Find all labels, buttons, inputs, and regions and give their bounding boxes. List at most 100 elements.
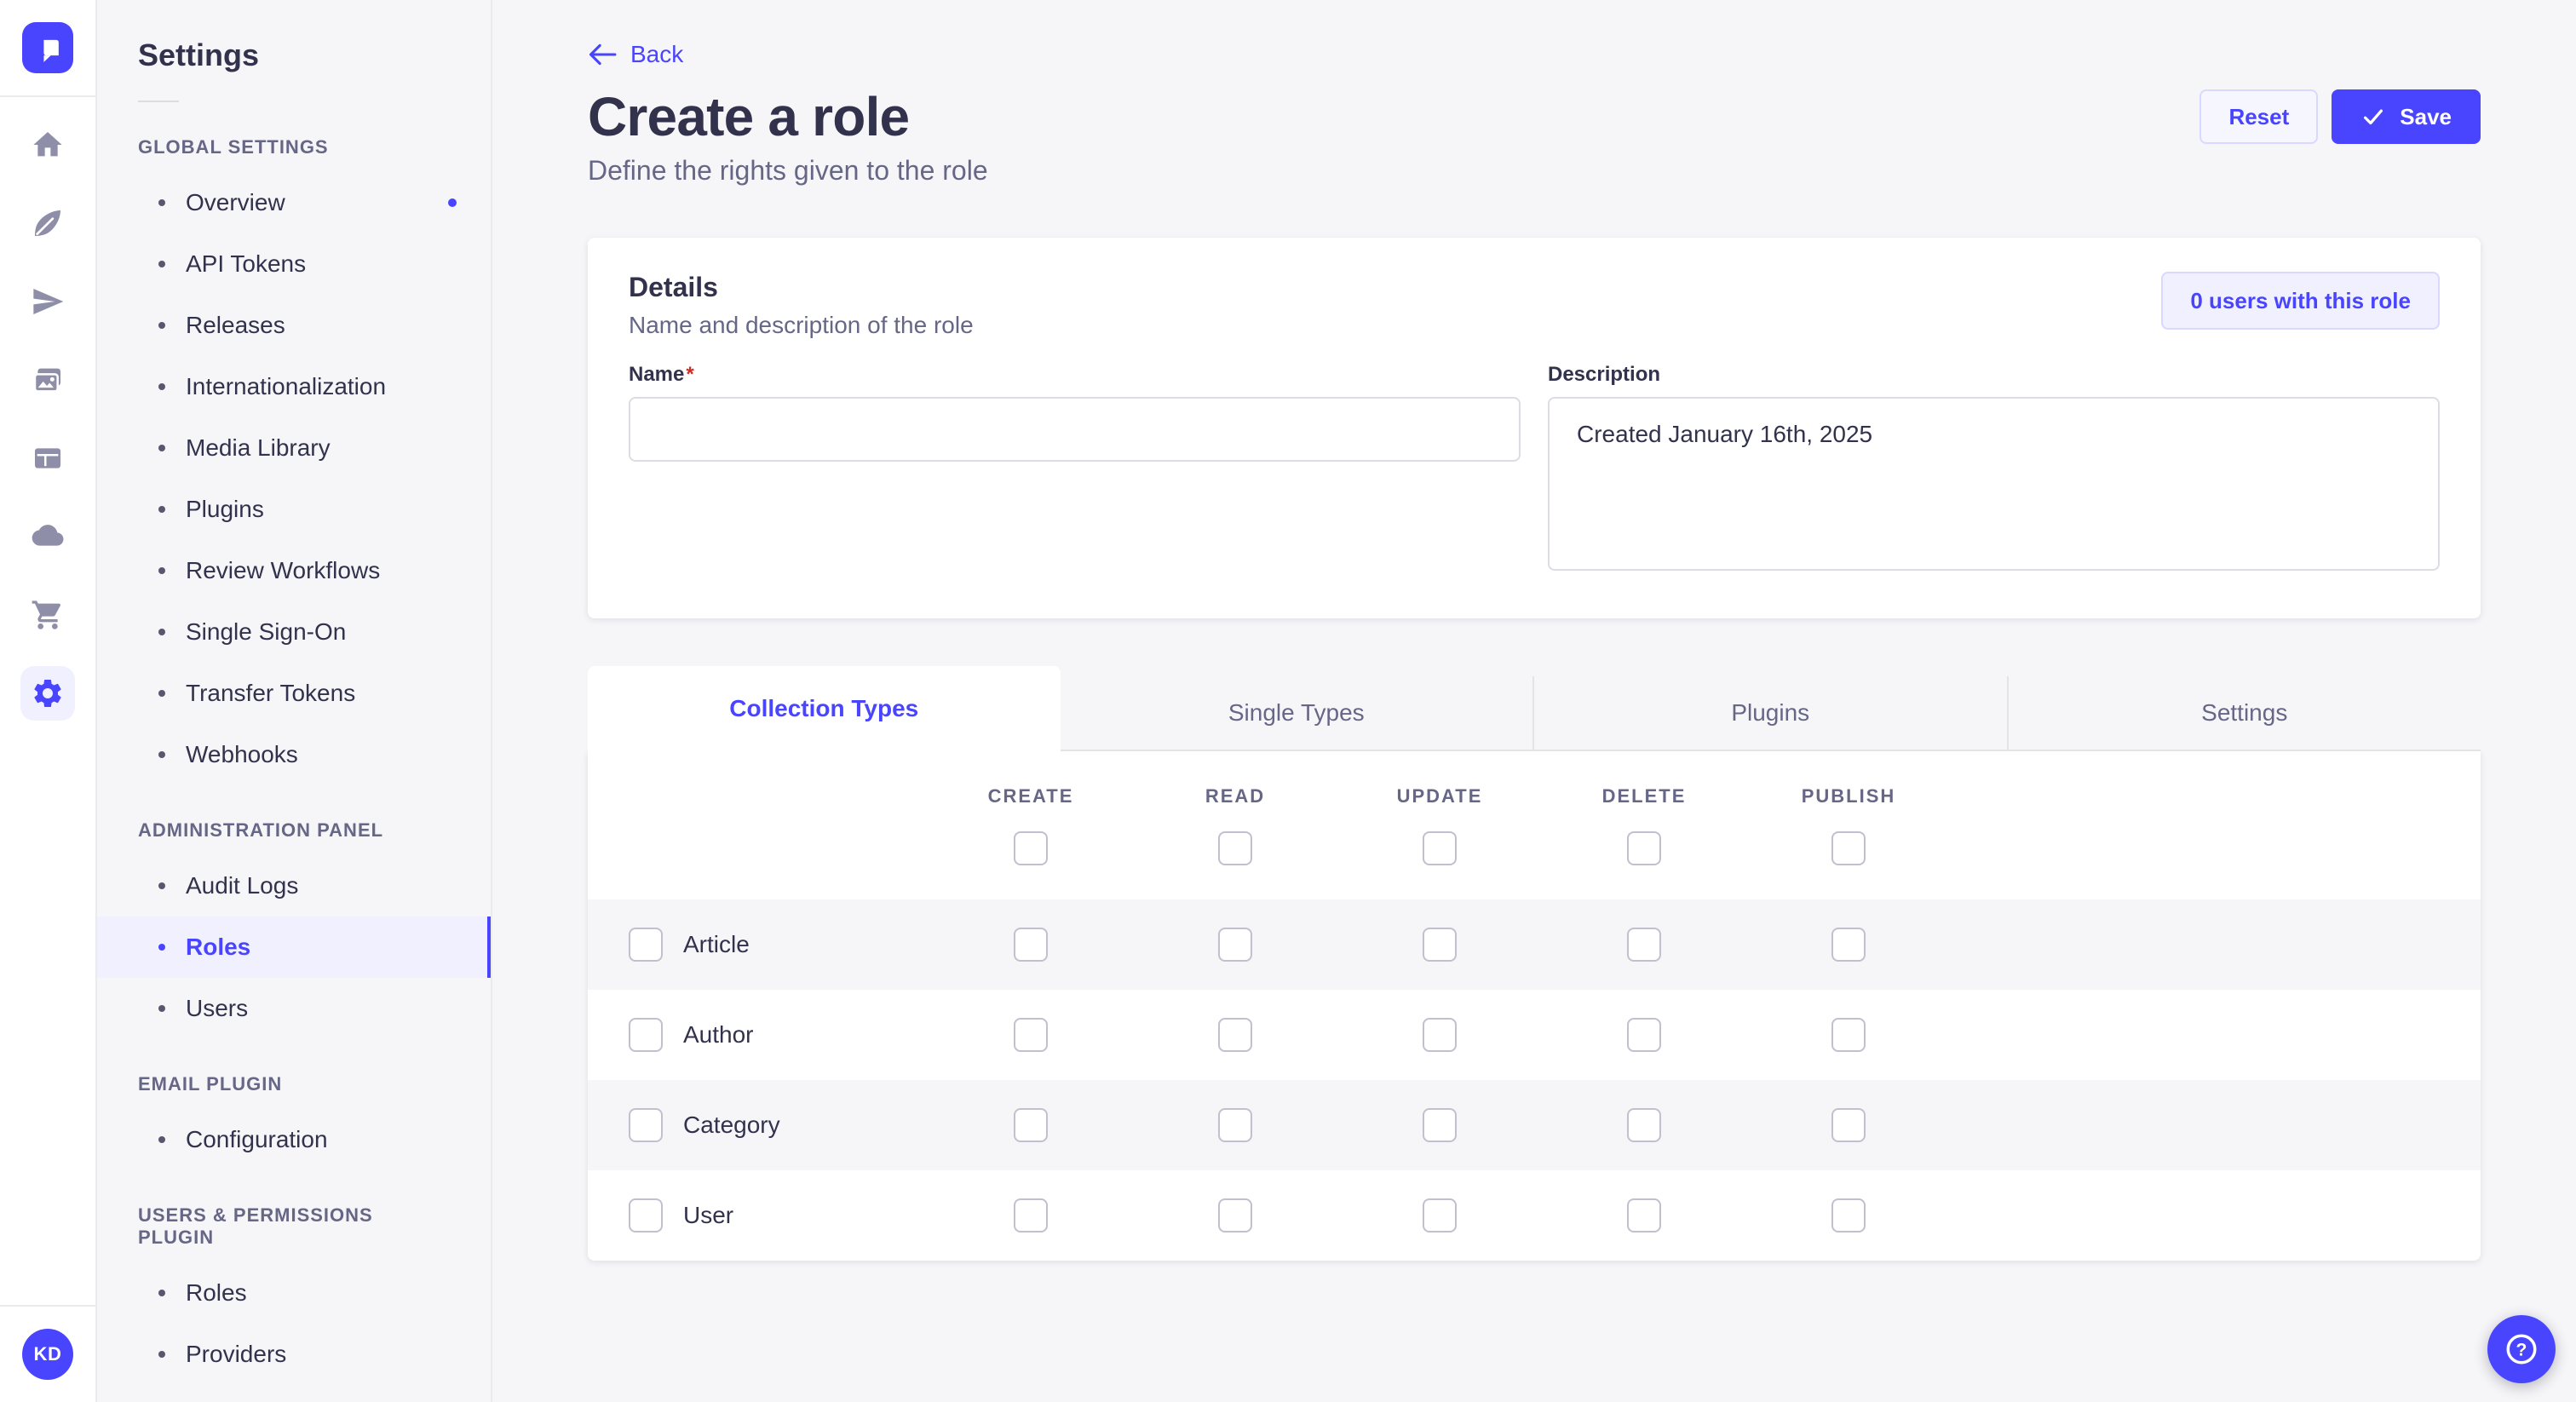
notification-dot bbox=[448, 198, 457, 207]
permissions-panel: CREATE READ UPDATE DELETE PUBLISH Article Aut… bbox=[588, 751, 2481, 1261]
category-row-checkbox[interactable] bbox=[629, 1108, 663, 1142]
logo-area bbox=[0, 0, 95, 97]
rail-icon-list bbox=[20, 97, 75, 721]
author-read-checkbox[interactable] bbox=[1218, 1018, 1252, 1052]
sidebar-item-releases[interactable]: Releases bbox=[97, 295, 491, 356]
select-all-delete-checkbox[interactable] bbox=[1627, 831, 1661, 865]
layout-icon[interactable] bbox=[20, 431, 75, 486]
bullet-icon bbox=[158, 506, 165, 513]
category-create-checkbox[interactable] bbox=[1014, 1108, 1048, 1142]
question-mark-icon: ? bbox=[2503, 1330, 2540, 1368]
save-button[interactable]: Save bbox=[2332, 89, 2481, 144]
paper-plane-icon[interactable] bbox=[20, 274, 75, 329]
strapi-logo-icon[interactable] bbox=[22, 22, 73, 73]
page-subtitle: Define the rights given to the role bbox=[588, 155, 988, 186]
select-all-update-checkbox[interactable] bbox=[1423, 831, 1457, 865]
title-row: Create a role Reset Save bbox=[588, 85, 2481, 148]
details-subtitle: Name and description of the role bbox=[629, 312, 974, 338]
article-read-checkbox[interactable] bbox=[1218, 928, 1252, 962]
bullet-icon bbox=[158, 322, 165, 329]
article-publish-checkbox[interactable] bbox=[1831, 928, 1866, 962]
select-all-create-checkbox[interactable] bbox=[1014, 831, 1048, 865]
sidebar-item-configuration[interactable]: Configuration bbox=[97, 1109, 491, 1170]
column-label-delete: DELETE bbox=[1601, 785, 1687, 807]
author-row-checkbox[interactable] bbox=[629, 1018, 663, 1052]
cloud-icon[interactable] bbox=[20, 509, 75, 564]
select-all-publish-checkbox[interactable] bbox=[1831, 831, 1866, 865]
tab-single-types[interactable]: Single Types bbox=[1060, 676, 1532, 751]
title-divider bbox=[138, 101, 179, 102]
author-create-checkbox[interactable] bbox=[1014, 1018, 1048, 1052]
select-all-read-checkbox[interactable] bbox=[1218, 831, 1252, 865]
user-publish-checkbox[interactable] bbox=[1831, 1198, 1866, 1232]
description-textarea[interactable]: Created January 16th, 2025 bbox=[1548, 397, 2440, 571]
bullet-icon bbox=[158, 567, 165, 574]
bullet-icon bbox=[158, 1136, 165, 1143]
arrow-left-icon bbox=[588, 43, 617, 66]
category-publish-checkbox[interactable] bbox=[1831, 1108, 1866, 1142]
sidebar-item-audit-logs[interactable]: Audit Logs bbox=[97, 855, 491, 916]
media-images-icon[interactable] bbox=[20, 353, 75, 407]
home-icon[interactable] bbox=[20, 118, 75, 172]
sidebar-item-internationalization[interactable]: Internationalization bbox=[97, 356, 491, 417]
content-type-label: User bbox=[683, 1202, 734, 1228]
permission-row-category: Category bbox=[588, 1080, 2481, 1170]
back-link[interactable]: Back bbox=[630, 41, 684, 67]
category-update-checkbox[interactable] bbox=[1423, 1108, 1457, 1142]
author-update-checkbox[interactable] bbox=[1423, 1018, 1457, 1052]
column-label-create: CREATE bbox=[987, 785, 1074, 807]
name-input[interactable] bbox=[629, 397, 1521, 462]
sidebar-item-single-sign-on[interactable]: Single Sign-On bbox=[97, 601, 491, 663]
section-header-users-permissions-plugin: USERS & PERMISSIONS PLUGIN bbox=[138, 1204, 373, 1248]
shopping-cart-icon[interactable] bbox=[20, 588, 75, 642]
sidebar-item-providers[interactable]: Providers bbox=[97, 1324, 491, 1385]
user-delete-checkbox[interactable] bbox=[1627, 1198, 1661, 1232]
sidebar-item-api-tokens[interactable]: API Tokens bbox=[97, 233, 491, 295]
bullet-icon bbox=[158, 1005, 165, 1012]
permissions-rows: Article Author Category User bbox=[588, 899, 2481, 1261]
user-row-checkbox[interactable] bbox=[629, 1198, 663, 1232]
feather-icon[interactable] bbox=[20, 196, 75, 250]
sidebar-item-roles[interactable]: Roles bbox=[97, 916, 491, 978]
user-update-checkbox[interactable] bbox=[1423, 1198, 1457, 1232]
help-button[interactable]: ? bbox=[2487, 1315, 2556, 1383]
sidebar-item-users[interactable]: Users bbox=[97, 978, 491, 1039]
header-actions: Reset Save bbox=[2199, 89, 2481, 144]
tab-collection-types[interactable]: Collection Types bbox=[588, 666, 1061, 751]
page-title: Create a role bbox=[588, 86, 910, 147]
author-publish-checkbox[interactable] bbox=[1831, 1018, 1866, 1052]
sidebar-item-media-library[interactable]: Media Library bbox=[97, 417, 491, 479]
sidebar-item-transfer-tokens[interactable]: Transfer Tokens bbox=[97, 663, 491, 724]
user-create-checkbox[interactable] bbox=[1014, 1198, 1048, 1232]
column-label-update: UPDATE bbox=[1396, 785, 1483, 807]
article-create-checkbox[interactable] bbox=[1014, 928, 1048, 962]
sidebar-item-review-workflows[interactable]: Review Workflows bbox=[97, 540, 491, 601]
section-header-email-plugin: EMAIL PLUGIN bbox=[138, 1073, 283, 1095]
author-delete-checkbox[interactable] bbox=[1627, 1018, 1661, 1052]
sidebar-item-overview[interactable]: Overview bbox=[97, 172, 491, 233]
back-row: Back bbox=[588, 41, 2481, 68]
bullet-icon bbox=[158, 199, 165, 206]
users-with-role-button[interactable]: 0 users with this role bbox=[2161, 272, 2440, 330]
avatar[interactable]: KD bbox=[22, 1329, 73, 1380]
sidebar-item-webhooks[interactable]: Webhooks bbox=[97, 724, 491, 785]
article-update-checkbox[interactable] bbox=[1423, 928, 1457, 962]
sidebar-item-roles[interactable]: Roles bbox=[97, 1262, 491, 1324]
article-delete-checkbox[interactable] bbox=[1627, 928, 1661, 962]
content-type-label: Author bbox=[683, 1021, 754, 1048]
sidebar-item-plugins[interactable]: Plugins bbox=[97, 479, 491, 540]
bullet-icon bbox=[158, 1290, 165, 1296]
category-delete-checkbox[interactable] bbox=[1627, 1108, 1661, 1142]
user-read-checkbox[interactable] bbox=[1218, 1198, 1252, 1232]
details-card: Details Name and description of the role… bbox=[588, 238, 2481, 618]
reset-button[interactable]: Reset bbox=[2199, 89, 2319, 144]
permissions-tabs: Collection Types Single Types Plugins Setti… bbox=[588, 666, 2481, 751]
article-row-checkbox[interactable] bbox=[629, 928, 663, 962]
tab-settings[interactable]: Settings bbox=[2006, 676, 2481, 751]
bullet-icon bbox=[158, 445, 165, 451]
category-read-checkbox[interactable] bbox=[1218, 1108, 1252, 1142]
tab-plugins[interactable]: Plugins bbox=[1532, 676, 2007, 751]
gear-icon[interactable] bbox=[20, 666, 75, 721]
content-type-label: Category bbox=[683, 1112, 780, 1138]
